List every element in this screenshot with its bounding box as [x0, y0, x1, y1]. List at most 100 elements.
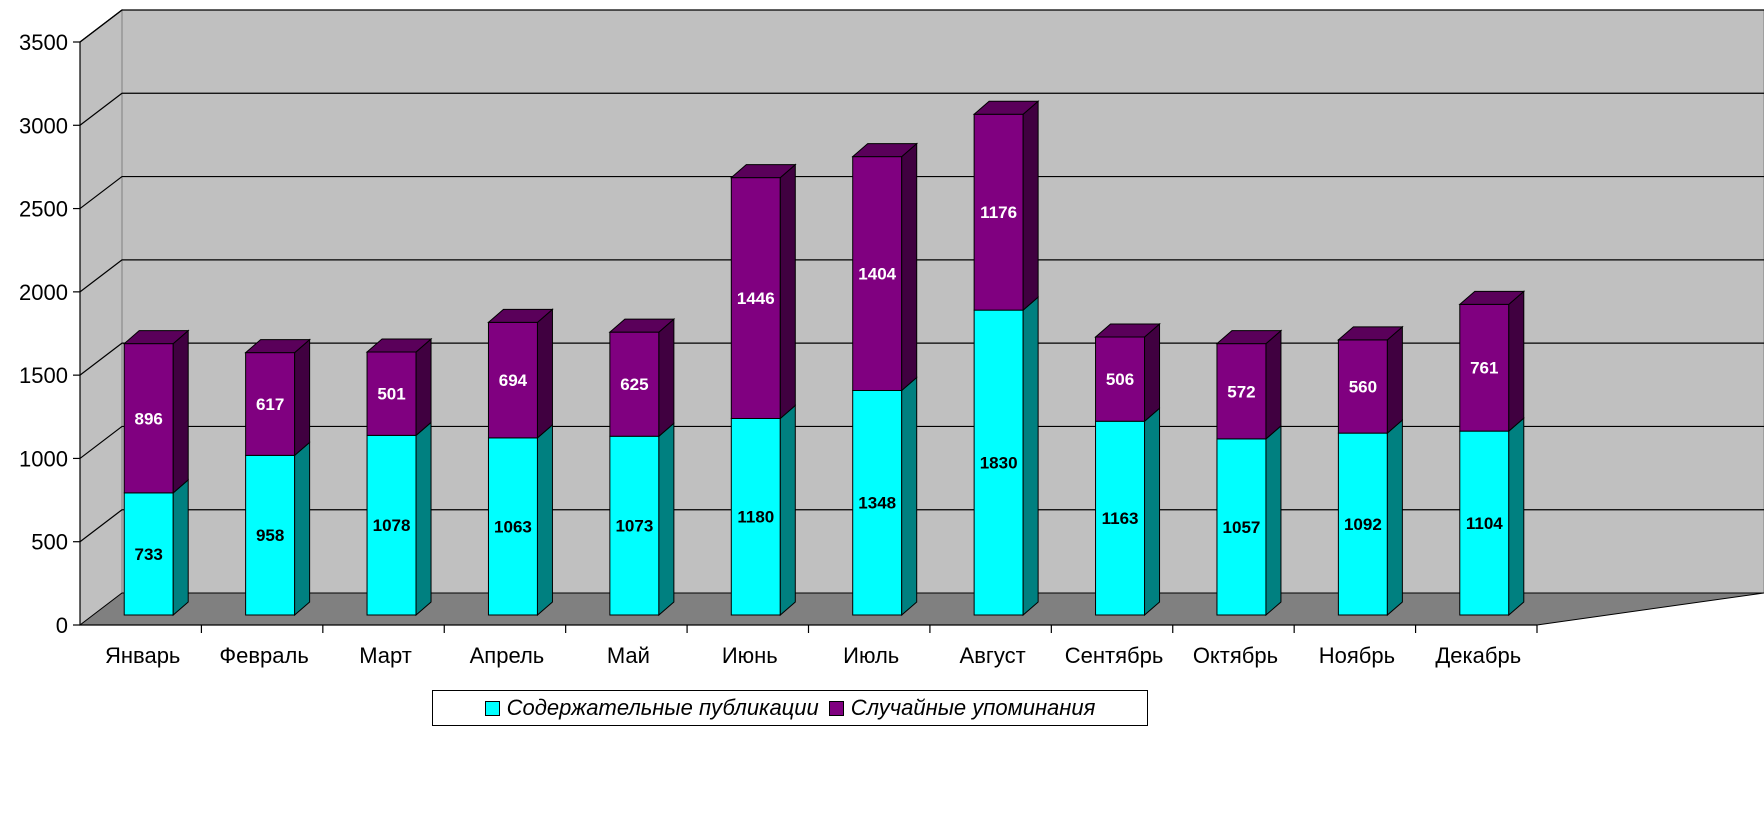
bar-segment [729, 163, 797, 420]
bar-side [536, 423, 553, 617]
data-label: 506 [1106, 370, 1134, 389]
bar-side [1386, 419, 1403, 617]
x-tick-label: Май [607, 643, 650, 668]
legend-label-series-0: Содержательные публикации [506, 695, 819, 720]
bar-top [244, 339, 311, 354]
y-tick-label: 3500 [19, 30, 68, 55]
legend-item-series-0: Содержательные публикации [484, 695, 819, 721]
gridline [79, 175, 1764, 210]
bar-side [1022, 100, 1039, 312]
bar-side [1265, 329, 1282, 441]
bar-top [365, 338, 433, 353]
bar-segment [1458, 290, 1526, 433]
legend-label-series-1: Случайные упоминания [850, 695, 1096, 720]
bar-segment [366, 421, 432, 617]
bar-side [294, 441, 311, 617]
gridline [79, 342, 1764, 376]
y-tick-label: 1500 [19, 363, 68, 388]
data-label: 625 [620, 375, 648, 394]
data-label: 1404 [858, 265, 896, 284]
x-tick-label: Ноябрь [1319, 643, 1395, 668]
bar-segment [244, 338, 311, 457]
bar-segment [245, 441, 311, 617]
bar-side [1265, 424, 1282, 617]
data-label: 1176 [980, 203, 1017, 222]
data-label: 1073 [615, 517, 653, 536]
bar-segment [1337, 325, 1404, 435]
data-label: 617 [256, 395, 284, 414]
data-label: 560 [1349, 377, 1377, 396]
bar-top [729, 164, 797, 179]
bar-segment [972, 100, 1040, 312]
data-label: 1092 [1344, 515, 1382, 534]
y-axis-top [79, 9, 123, 43]
axes: 0 500 1000 1500 2000 2500 3000 3500 Январь Феврал… [19, 9, 1538, 668]
bar-top [608, 318, 676, 333]
data-label: 1163 [1102, 509, 1139, 528]
bar-segment [1095, 407, 1161, 617]
y-tick-label: 0 [56, 613, 68, 638]
bar-top [1337, 326, 1404, 341]
bar-side [1508, 290, 1525, 433]
data-label: 1104 [1466, 514, 1503, 533]
bar-side [172, 329, 189, 494]
x-tick-label: Июль [843, 643, 899, 668]
data-label: 1078 [373, 516, 411, 535]
x-tick-label: Август [960, 643, 1026, 668]
bar-side [172, 478, 189, 617]
data-label: 694 [499, 371, 528, 390]
bar-top [1215, 330, 1283, 345]
bar-top [122, 330, 190, 345]
bar-side [779, 404, 796, 617]
data-label: 1830 [980, 454, 1018, 473]
x-tick-label: Февраль [219, 643, 308, 668]
y-tick-label: 500 [31, 530, 68, 555]
data-label: 1180 [737, 508, 774, 527]
bar-segment [1094, 322, 1161, 423]
bar-side [1144, 322, 1161, 423]
data-label: 958 [256, 526, 284, 545]
gridline [79, 259, 1764, 293]
bar-side [658, 422, 675, 617]
bar-side [1508, 417, 1525, 617]
data-label: 572 [1227, 382, 1255, 401]
bar-segment [730, 404, 796, 617]
bar-top [1458, 290, 1526, 305]
bar-segment [1215, 329, 1283, 441]
x-tick-label: Март [359, 643, 412, 668]
bar-top [1094, 323, 1161, 338]
data-label: 501 [377, 385, 405, 404]
bar-side [415, 337, 432, 437]
bar-top [851, 143, 919, 158]
y-tick-label: 2500 [19, 197, 68, 222]
bar-side [1386, 325, 1403, 435]
gridline [79, 92, 1764, 126]
data-label: 1057 [1223, 518, 1261, 537]
y-tick-label: 2000 [19, 280, 68, 305]
bar-side [294, 338, 311, 457]
bar-side [1022, 296, 1039, 617]
legend-swatch-series-1 [828, 700, 844, 716]
data-label: 761 [1470, 359, 1498, 378]
bar-side [415, 421, 432, 617]
bar-segment [487, 308, 554, 440]
bar-segment [122, 329, 190, 494]
x-tick-label: Сентябрь [1065, 643, 1164, 668]
legend: Содержательные публикации Случайные упом… [432, 690, 1148, 726]
side-wall [79, 8, 123, 627]
bar-segment [365, 337, 433, 437]
legend-item-series-1: Случайные упоминания [828, 695, 1096, 721]
bars [122, 100, 1526, 617]
data-label: 733 [135, 545, 163, 564]
bar-side [1144, 407, 1161, 617]
x-tick-label: Январь [105, 643, 180, 668]
bar-side [901, 142, 918, 392]
x-tick-label: Апрель [470, 643, 545, 668]
data-label: 896 [135, 409, 163, 428]
data-label: 1446 [737, 289, 775, 308]
bar-side [536, 308, 553, 440]
y-tick-label: 1000 [19, 446, 68, 471]
bar-segment [1459, 417, 1525, 617]
legend-swatch-series-0 [484, 700, 500, 716]
